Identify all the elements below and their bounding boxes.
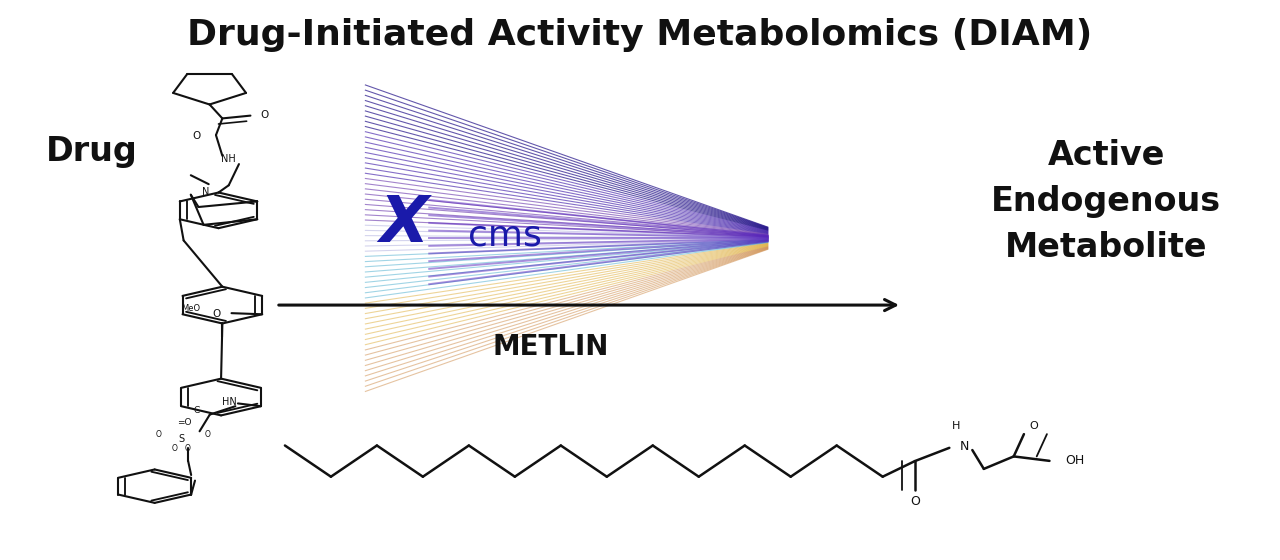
Text: cms: cms [467, 218, 541, 253]
Text: O: O [205, 430, 210, 439]
Text: Drug-Initiated Activity Metabolomics (DIAM): Drug-Initiated Activity Metabolomics (DI… [187, 18, 1093, 52]
Text: NH: NH [221, 153, 236, 164]
Text: H: H [951, 421, 960, 431]
Text: HN: HN [221, 396, 237, 407]
Text: C: C [193, 405, 200, 414]
Text: O: O [156, 430, 161, 439]
Text: O: O [193, 131, 201, 141]
Text: Active
Endogenous
Metabolite: Active Endogenous Metabolite [991, 139, 1221, 264]
Text: O: O [212, 309, 220, 319]
Text: N: N [202, 187, 210, 197]
Text: Drug: Drug [46, 136, 138, 169]
Text: X: X [379, 193, 429, 255]
Text: MeO: MeO [180, 304, 200, 313]
Text: S: S [179, 433, 184, 444]
Text: O   O: O O [173, 444, 191, 452]
Text: N: N [960, 440, 969, 453]
Text: O: O [1030, 421, 1038, 431]
Text: METLIN: METLIN [493, 333, 609, 361]
Text: O: O [910, 494, 920, 508]
Text: =O: =O [177, 418, 192, 427]
Text: OH: OH [1065, 454, 1084, 468]
Text: O: O [260, 110, 269, 119]
